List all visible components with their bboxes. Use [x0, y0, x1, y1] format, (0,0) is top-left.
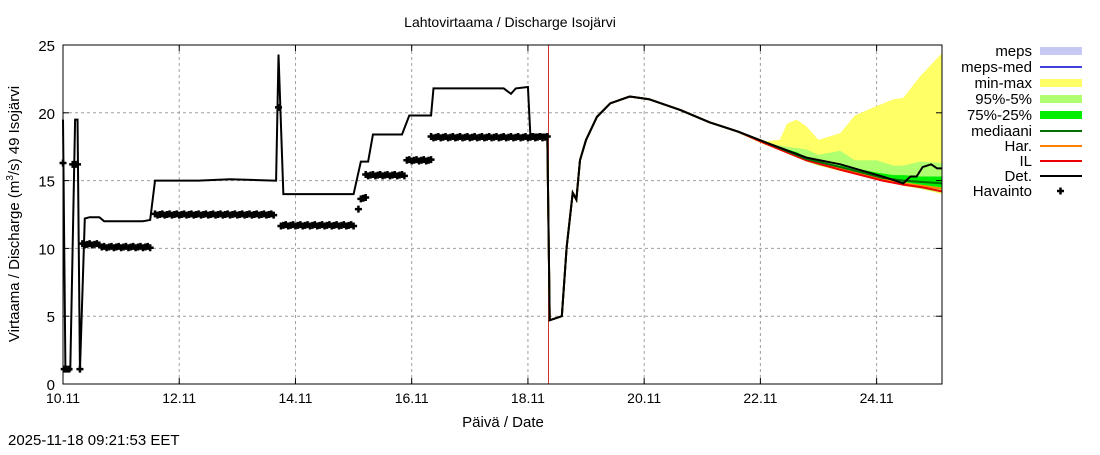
legend-cross-havainto	[1057, 187, 1064, 195]
legend-label: Det.	[1004, 168, 1032, 185]
legend-swatch-meps	[1040, 47, 1082, 55]
x-tick-label: 18.11	[511, 390, 545, 406]
band-min-max	[738, 53, 942, 195]
observation-point	[270, 211, 278, 219]
forecast-bands	[738, 53, 942, 195]
observation-point	[427, 156, 435, 164]
observation-point	[400, 172, 408, 180]
legend-label: IL	[1019, 153, 1032, 170]
x-tick-label: 20.11	[627, 390, 661, 406]
observation-point	[146, 244, 154, 252]
observation-point	[354, 205, 362, 213]
observation-point	[76, 365, 84, 373]
legend-swatch-95-5-	[1040, 95, 1082, 103]
y-tick-label: 25	[38, 38, 55, 55]
y-axis-label: Virtaama / Discharge (m3/s) 49 Isojärvi	[5, 86, 23, 342]
observation-point	[350, 222, 358, 230]
series-lines	[62, 54, 943, 372]
observation-point	[362, 194, 370, 202]
legend-label: Har.	[1004, 138, 1032, 155]
y-tick-label: 20	[38, 106, 55, 123]
observation-point	[543, 133, 551, 141]
legend-label: min-max	[974, 75, 1032, 92]
x-tick-label: 22.11	[743, 390, 777, 406]
y-tick-label: 0	[47, 377, 55, 394]
observation-point	[275, 103, 283, 111]
x-tick-label: 12.11	[162, 390, 196, 406]
legend-label: 95%-5%	[975, 91, 1032, 108]
legend-label: 75%-25%	[967, 107, 1032, 124]
legend-swatch-75-25-	[1040, 111, 1082, 119]
series-line-det	[62, 54, 942, 372]
x-tick-label: 16.11	[395, 390, 429, 406]
observation-point	[74, 160, 82, 168]
legend: mepsmeps-medmin-max95%-5%75%-25%mediaani…	[961, 43, 1082, 200]
x-tick-label: 14.11	[278, 390, 312, 406]
legend-label: meps	[995, 43, 1032, 60]
x-axis-label: Päivä / Date	[462, 414, 544, 431]
y-tick-label: 15	[38, 174, 55, 191]
x-tick-label: 10.11	[46, 390, 80, 406]
plot-frame	[62, 44, 943, 385]
observation-point	[65, 365, 73, 373]
axis-ticks: 10.11 12.11 14.11 16.11 18.11 20.11 22.11 24.11…	[38, 38, 942, 406]
legend-label: mediaani	[971, 123, 1032, 140]
legend-label: meps-med	[961, 59, 1032, 76]
y-tick-label: 5	[47, 309, 55, 326]
chart-title: Lahtovirtaama / Discharge Isojärvi	[404, 14, 616, 30]
grid	[63, 45, 942, 384]
legend-label: Havainto	[973, 183, 1032, 200]
observation-markers	[59, 103, 551, 373]
timestamp: 2025-11-18 09:21:53 EET	[8, 432, 180, 449]
legend-swatch-min-max	[1040, 79, 1082, 87]
x-tick-label: 24.11	[860, 390, 894, 406]
y-tick-label: 10	[38, 241, 55, 258]
